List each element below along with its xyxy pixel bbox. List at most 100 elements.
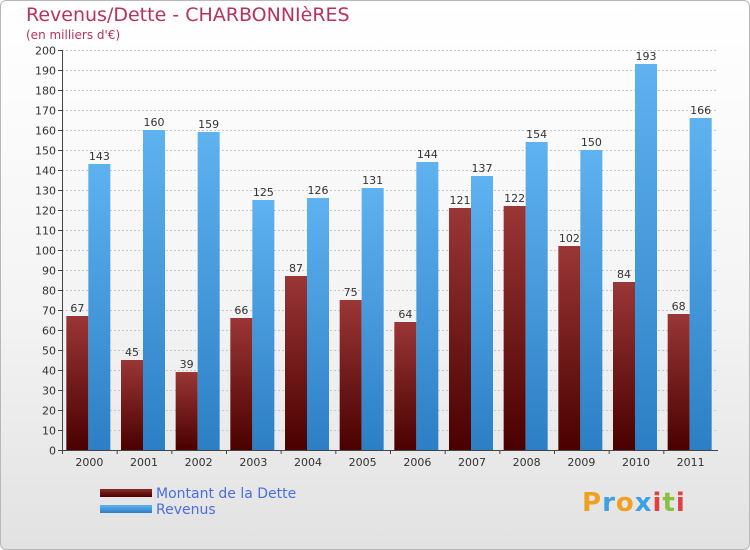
chart-title: Revenus/Dette - CHARBONNIèRES [26, 4, 350, 26]
x-tick-label: 2004 [294, 456, 322, 469]
bar-debt [121, 360, 143, 450]
y-tick-label: 100 [35, 245, 56, 258]
legend-label-debt: Montant de la Dette [156, 486, 297, 502]
chart-subtitle: (en milliers d'€) [26, 28, 121, 42]
logo-letter: x [634, 488, 653, 518]
data-label-debt: 64 [398, 308, 412, 321]
y-tick-label: 60 [42, 325, 56, 338]
data-label-revenue: 159 [198, 118, 219, 131]
bar-debt [449, 208, 471, 450]
x-tick-label: 2007 [458, 456, 486, 469]
data-label-debt: 75 [344, 286, 358, 299]
legend-item-debt: Montant de la Dette [100, 486, 296, 502]
label-layer: 67 143 45 160 39 159 66 125 87 126 75 131 64 144 121 13… [70, 50, 711, 371]
data-label-debt: 67 [70, 302, 84, 315]
bar-debt [558, 246, 581, 450]
y-tick-label: 190 [35, 65, 56, 78]
legend-swatch-revenue [100, 504, 152, 513]
bar-debt [394, 322, 417, 450]
axis-layer: 0 10 20 30 40 50 60 70 80 90 100 110 120 130 140 150 160… [35, 45, 718, 469]
logo-letter: i [652, 488, 663, 518]
data-label-debt: 87 [289, 262, 303, 275]
x-tick-label: 2003 [239, 456, 267, 469]
proxiti-logo: Proxiti [582, 488, 686, 518]
legend-swatch-debt [100, 488, 152, 497]
x-tick-label: 2002 [185, 456, 213, 469]
bar-revenue [635, 64, 657, 450]
data-label-revenue: 193 [636, 50, 657, 63]
bar-revenue [416, 162, 439, 450]
y-tick-label: 20 [42, 405, 56, 418]
data-label-debt: 39 [180, 358, 194, 371]
data-label-revenue: 150 [581, 136, 602, 149]
legend: Montant de la Dette Revenus [100, 486, 296, 518]
x-tick-label: 2009 [567, 456, 595, 469]
data-label-debt: 68 [672, 300, 686, 313]
logo-letter: i [675, 488, 686, 518]
bar-debt [175, 372, 198, 450]
data-label-revenue: 131 [362, 174, 383, 187]
y-tick-label: 150 [35, 145, 56, 158]
grid-layer [62, 50, 718, 451]
data-label-revenue: 154 [526, 128, 547, 141]
bar-debt [503, 206, 526, 450]
y-tick-label: 120 [35, 205, 56, 218]
data-label-debt: 122 [504, 192, 525, 205]
data-label-revenue: 160 [144, 116, 165, 129]
y-tick-label: 90 [42, 265, 56, 278]
data-label-debt: 84 [617, 268, 631, 281]
y-tick-label: 180 [35, 85, 56, 98]
bar-debt [66, 316, 89, 450]
y-tick-label: 10 [42, 425, 56, 438]
y-tick-label: 30 [42, 385, 56, 398]
logo-letter: t [662, 488, 676, 518]
x-tick-label: 2001 [130, 456, 158, 469]
data-label-revenue: 144 [417, 148, 438, 161]
y-tick-label: 110 [35, 225, 56, 238]
legend-item-revenue: Revenus [100, 502, 296, 518]
x-tick-label: 2000 [75, 456, 103, 469]
x-tick-label: 2011 [677, 456, 705, 469]
logo-letter: o [615, 488, 635, 518]
data-label-debt: 66 [234, 304, 248, 317]
y-tick-label: 200 [35, 45, 56, 58]
bar-revenue [525, 142, 548, 450]
bar-debt [285, 276, 307, 450]
data-label-revenue: 126 [308, 184, 329, 197]
y-tick-label: 50 [42, 345, 56, 358]
y-tick-label: 130 [35, 185, 56, 198]
bar-debt [613, 282, 635, 450]
y-tick-label: 80 [42, 285, 56, 298]
logo-letter: r [602, 488, 616, 518]
bar-revenue [88, 164, 111, 450]
y-tick-label: 70 [42, 305, 56, 318]
bar-revenue [580, 150, 603, 450]
y-tick-label: 140 [35, 165, 56, 178]
x-tick-label: 2010 [622, 456, 650, 469]
bar-revenue [361, 188, 384, 450]
bar-debt [230, 318, 253, 450]
bar-debt [667, 314, 690, 450]
bar-revenue [197, 132, 220, 450]
bar-revenue [307, 198, 329, 450]
bar-revenue [143, 130, 165, 450]
data-label-revenue: 125 [253, 186, 274, 199]
bar-layer [66, 64, 712, 450]
y-tick-label: 40 [42, 365, 56, 378]
data-label-debt: 102 [559, 232, 580, 245]
y-tick-label: 0 [49, 445, 56, 458]
logo-letter: P [582, 488, 603, 518]
bar-revenue [471, 176, 493, 450]
x-tick-label: 2006 [403, 456, 431, 469]
data-label-revenue: 137 [472, 162, 493, 175]
bar-revenue [252, 200, 275, 450]
legend-label-revenue: Revenus [156, 502, 216, 518]
bar-debt [339, 300, 362, 450]
data-label-debt: 121 [450, 194, 471, 207]
y-tick-label: 170 [35, 105, 56, 118]
x-tick-label: 2008 [513, 456, 541, 469]
y-tick-label: 160 [35, 125, 56, 138]
bar-revenue [689, 118, 712, 450]
data-label-revenue: 166 [690, 104, 711, 117]
